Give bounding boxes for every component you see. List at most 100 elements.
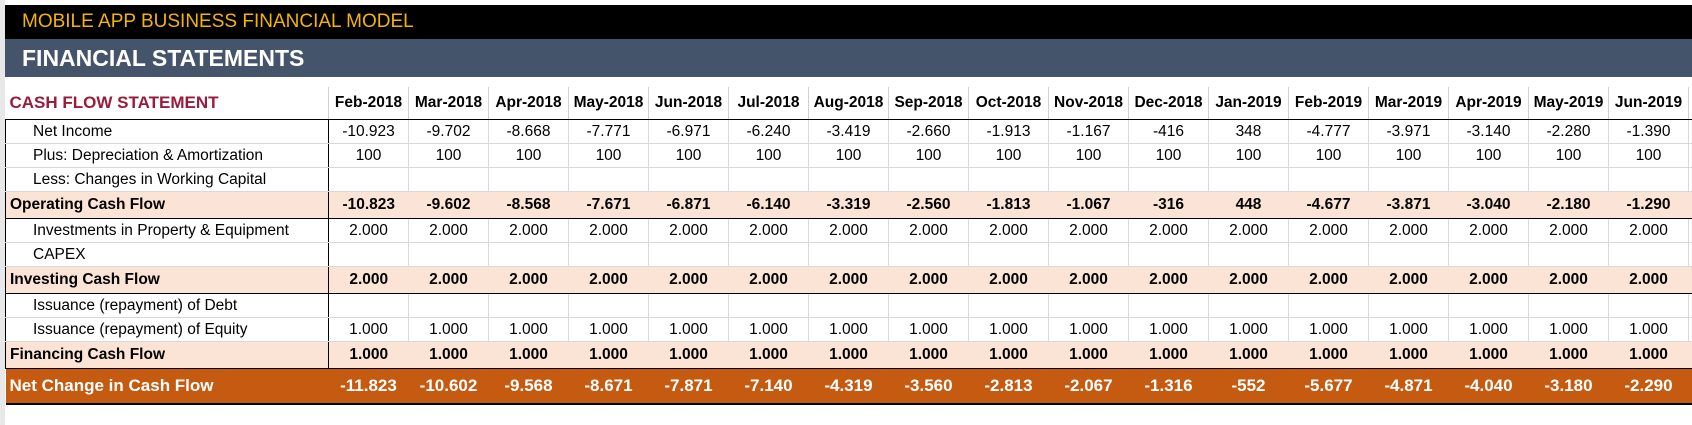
value-cell (968, 293, 1049, 318)
value-cell: -2.180 (1528, 191, 1609, 219)
value-cell: -9.602 (408, 191, 489, 219)
value-cell: -1.813 (968, 191, 1049, 219)
value-cell (808, 293, 889, 318)
value-cell: 1.000 (1448, 317, 1529, 342)
value-cell (1608, 167, 1689, 192)
line-item-row: Net Income -10.923 -9.702 -8.668 -7.771 -6.97… (5, 119, 1692, 144)
value-cell: 448 (1208, 191, 1289, 219)
empty-cell (1688, 218, 1692, 243)
value-cell (728, 167, 809, 192)
value-cell: -3.419 (808, 119, 889, 144)
value-cell: -4.777 (1288, 119, 1369, 144)
row-label: Issuance (repayment) of Equity (5, 317, 329, 342)
value-cell: 2.000 (808, 218, 889, 243)
value-cell: -7.871 (648, 368, 729, 405)
value-cell: 100 (1608, 143, 1689, 168)
value-cell: 1.000 (1448, 341, 1529, 369)
month-header: Nov-2018 (1048, 87, 1129, 120)
value-cell: -1.390 (1608, 119, 1689, 144)
value-cell: 2.000 (568, 218, 649, 243)
row-label: Operating Cash Flow (5, 191, 329, 219)
value-cell: 2.000 (1528, 266, 1609, 294)
value-cell (1448, 242, 1529, 267)
month-header: Feb-2019 (1288, 87, 1369, 120)
value-cell: -2.560 (888, 191, 969, 219)
value-cell (408, 242, 489, 267)
value-cell: -3.140 (1448, 119, 1529, 144)
month-header: Oct-2018 (968, 87, 1049, 120)
value-cell: 2.000 (488, 218, 569, 243)
value-cell (888, 242, 969, 267)
line-item-row: CAPEX (5, 242, 1692, 267)
value-cell: 2.000 (968, 218, 1049, 243)
value-cell: -4.040 (1448, 368, 1529, 405)
empty-cell (1688, 87, 1692, 120)
value-cell: -1.316 (1128, 368, 1209, 405)
line-item-row: Investments in Property & Equipment 2.000… (5, 218, 1692, 243)
value-cell (1528, 167, 1609, 192)
value-cell: -3.040 (1448, 191, 1529, 219)
value-cell (1448, 167, 1529, 192)
empty-cell (1688, 119, 1692, 144)
value-cell: 2.000 (1608, 266, 1689, 294)
month-header: Feb-2018 (328, 87, 409, 120)
value-cell: 100 (1128, 143, 1209, 168)
value-cell (488, 242, 569, 267)
value-cell: 1.000 (1048, 317, 1129, 342)
value-cell (1048, 167, 1129, 192)
value-cell: -2.067 (1048, 368, 1129, 405)
month-header: Jun-2019 (1608, 87, 1689, 120)
section-title: FINANCIAL STATEMENTS (22, 45, 305, 71)
value-cell: -2.660 (888, 119, 969, 144)
value-cell: -6.140 (728, 191, 809, 219)
value-cell: -3.180 (1528, 368, 1609, 405)
value-cell (408, 293, 489, 318)
value-cell (968, 242, 1049, 267)
value-cell: 1.000 (1608, 341, 1689, 369)
empty-cell (1688, 266, 1692, 294)
value-cell (328, 293, 409, 318)
value-cell (728, 293, 809, 318)
value-cell: 2.000 (328, 218, 409, 243)
value-cell: -6.971 (648, 119, 729, 144)
value-cell (648, 293, 729, 318)
value-cell: -7.140 (728, 368, 809, 405)
value-cell: 1.000 (648, 317, 729, 342)
value-cell: 1.000 (328, 317, 409, 342)
value-cell: 100 (1368, 143, 1449, 168)
value-cell: 2.000 (1128, 266, 1209, 294)
value-cell: 1.000 (968, 341, 1049, 369)
value-cell (808, 242, 889, 267)
value-cell: 100 (568, 143, 649, 168)
month-header: Apr-2018 (488, 87, 569, 120)
value-cell: 1.000 (728, 341, 809, 369)
empty-cell (1688, 167, 1692, 192)
value-cell: 1.000 (1208, 341, 1289, 369)
row-label: Investing Cash Flow (5, 266, 329, 294)
value-cell: 100 (968, 143, 1049, 168)
spacer (5, 77, 1692, 85)
value-cell: 2.000 (1448, 218, 1529, 243)
value-cell: 100 (808, 143, 889, 168)
value-cell (968, 167, 1049, 192)
value-cell (888, 167, 969, 192)
statement-title: CASH FLOW STATEMENT (5, 87, 329, 120)
empty-cell (1688, 191, 1692, 219)
value-cell (488, 293, 569, 318)
value-cell: 1.000 (408, 317, 489, 342)
value-cell: 2.000 (1128, 218, 1209, 243)
value-cell: -4.871 (1368, 368, 1449, 405)
value-cell: 1.000 (488, 317, 569, 342)
value-cell: 1.000 (488, 341, 569, 369)
value-cell: -8.671 (568, 368, 649, 405)
row-label: Financing Cash Flow (5, 341, 329, 369)
value-cell: 100 (408, 143, 489, 168)
empty-cell (1688, 293, 1692, 318)
value-cell: 100 (888, 143, 969, 168)
value-cell: 100 (1208, 143, 1289, 168)
month-header: Jul-2018 (728, 87, 809, 120)
subtotal-row: Financing Cash Flow 1.000 1.000 1.000 1.000 1… (5, 341, 1692, 369)
value-cell: -3.319 (808, 191, 889, 219)
line-item-row: Less: Changes in Working Capital (5, 167, 1692, 192)
value-cell: 2.000 (408, 218, 489, 243)
